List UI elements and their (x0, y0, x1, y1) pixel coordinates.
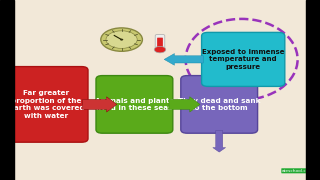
Text: Animals and plants
lived in these seas: Animals and plants lived in these seas (95, 98, 174, 111)
Text: They dead and sank
to the bottom: They dead and sank to the bottom (178, 98, 260, 111)
FancyBboxPatch shape (202, 32, 285, 86)
FancyBboxPatch shape (157, 38, 163, 50)
FancyBboxPatch shape (181, 76, 258, 133)
Circle shape (101, 28, 142, 51)
Text: Far greater
proportion of the
earth was covered
with water: Far greater proportion of the earth was … (9, 90, 84, 119)
Bar (306, 0, 320, 180)
Circle shape (120, 39, 123, 41)
FancyArrow shape (169, 97, 200, 112)
FancyBboxPatch shape (155, 35, 165, 51)
FancyBboxPatch shape (5, 67, 88, 142)
Text: Exposed to immense
temperature and
pressure: Exposed to immense temperature and press… (202, 49, 284, 70)
Circle shape (106, 31, 137, 48)
FancyArrow shape (213, 130, 226, 152)
FancyBboxPatch shape (96, 76, 173, 133)
Bar (0, 0, 14, 180)
FancyArrow shape (83, 97, 117, 112)
FancyArrow shape (164, 54, 203, 65)
Text: ateschool.com: ateschool.com (282, 169, 313, 173)
Circle shape (154, 46, 166, 53)
